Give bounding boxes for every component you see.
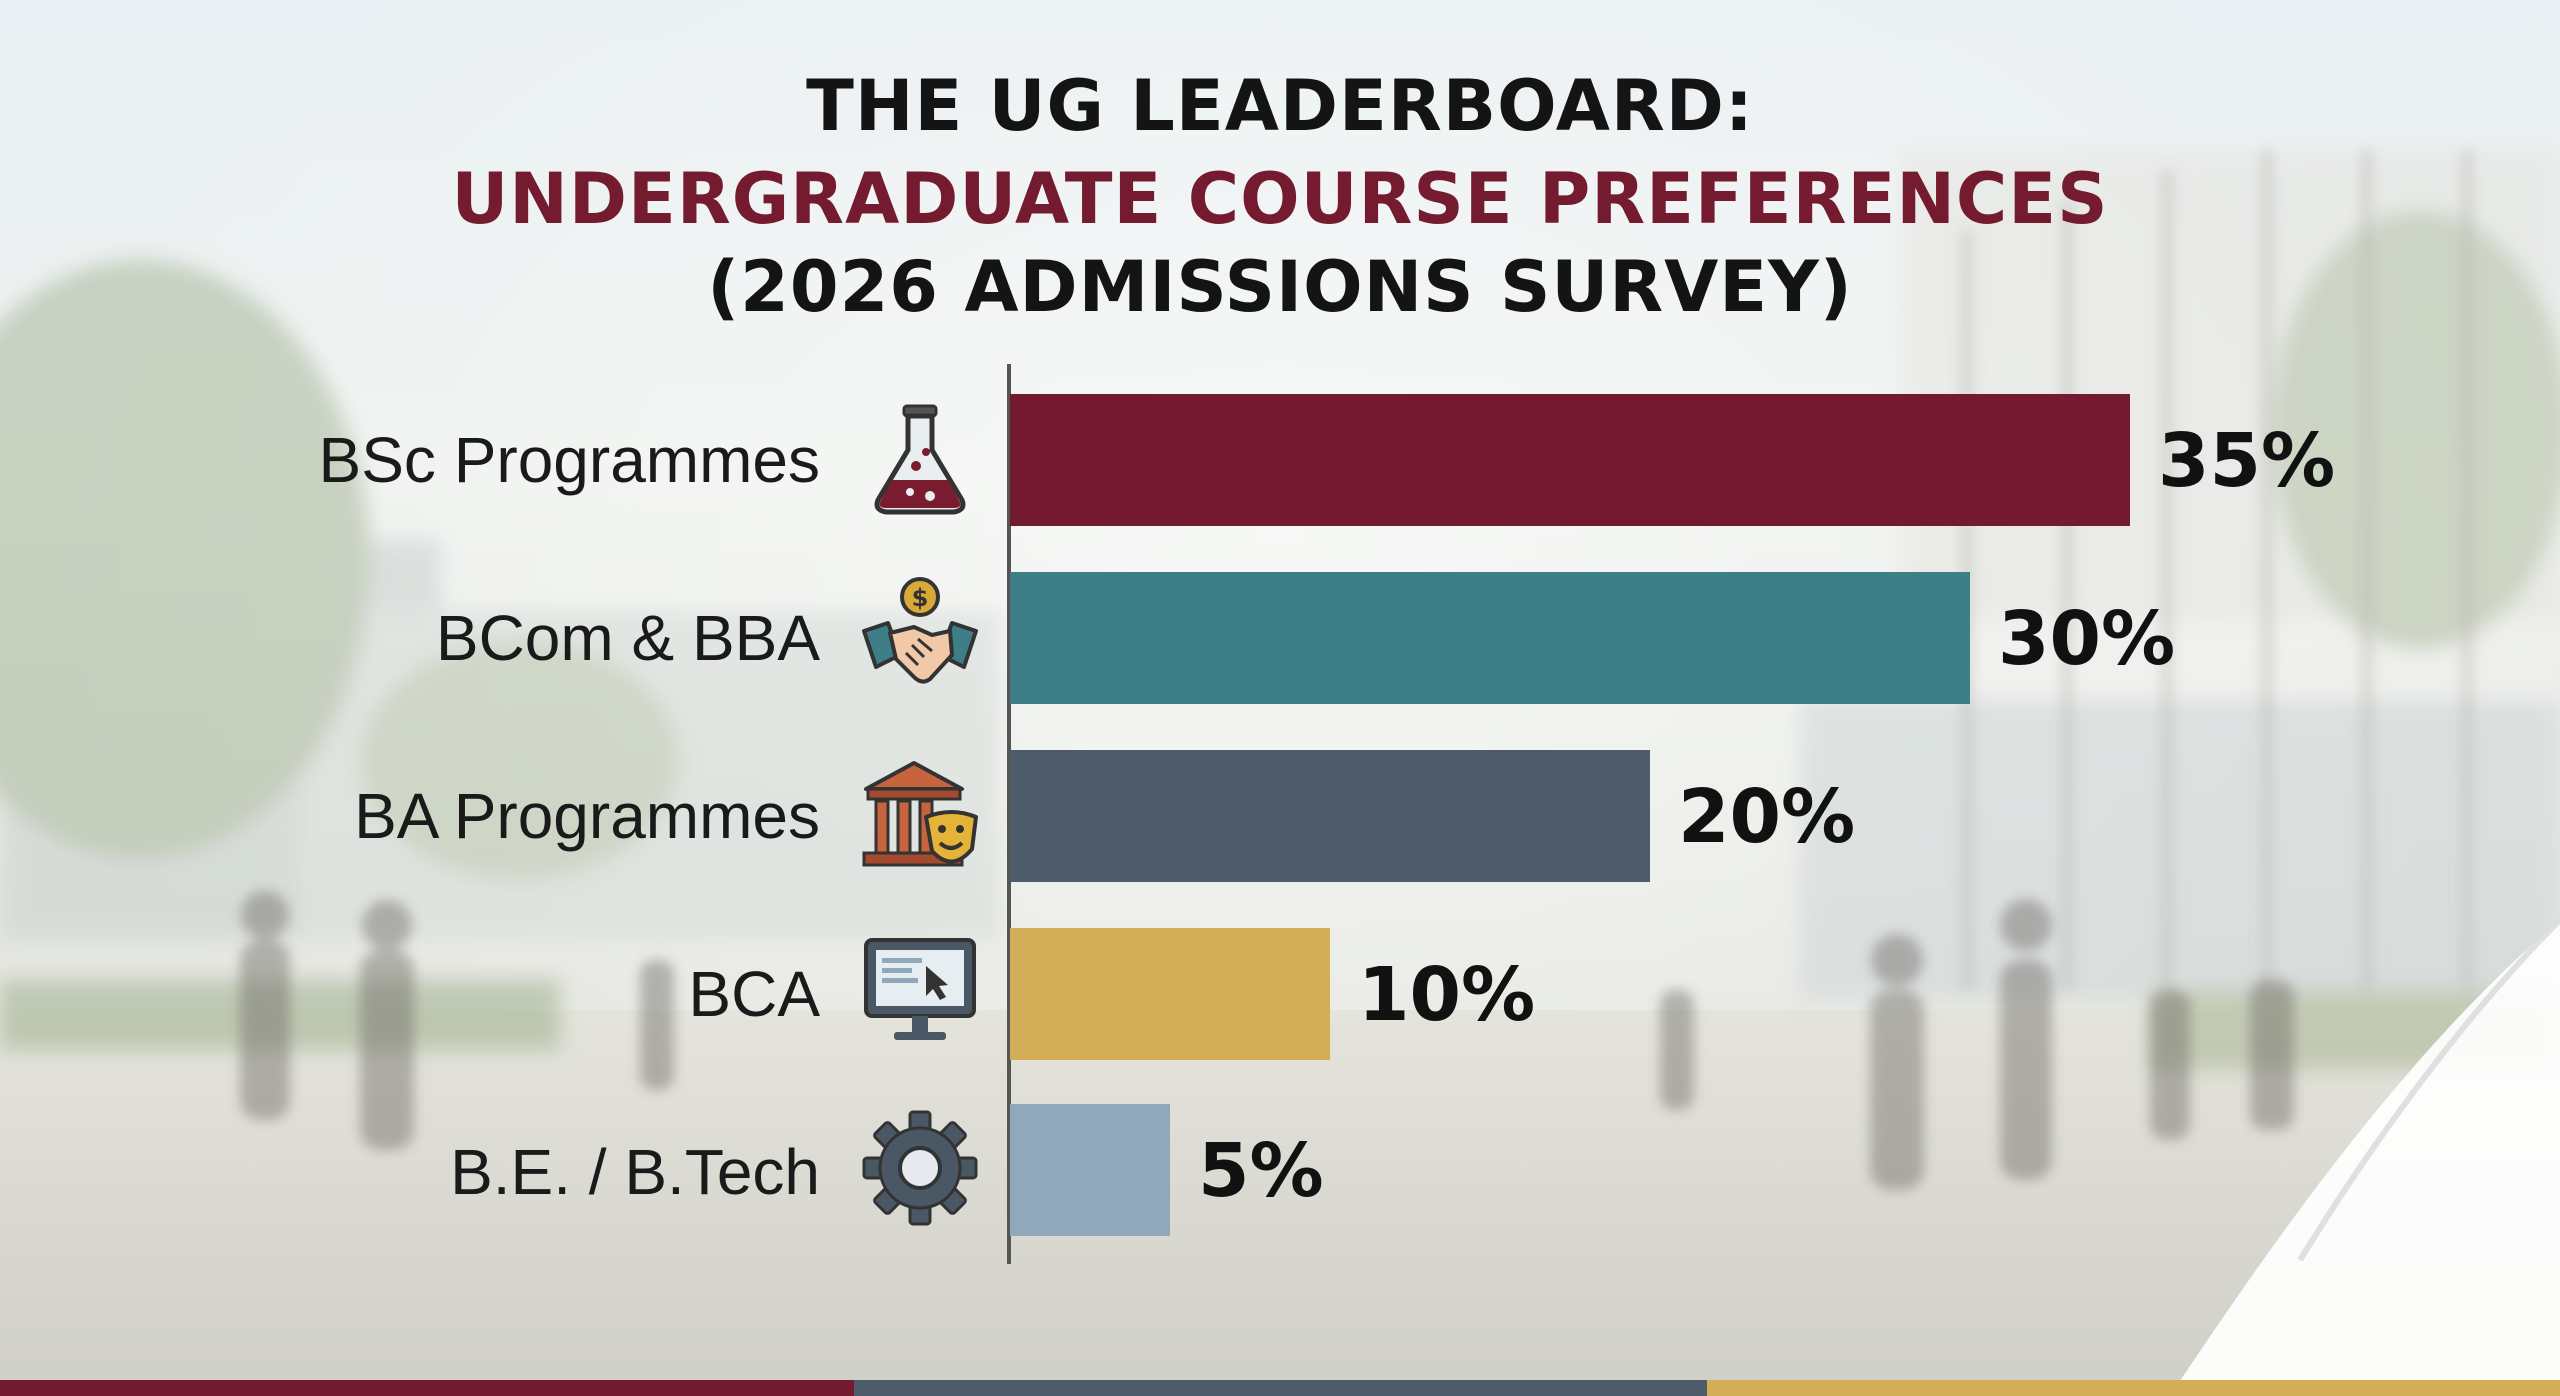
flask-icon bbox=[874, 404, 966, 515]
y-axis-line bbox=[1007, 364, 1011, 1264]
theatre-icon bbox=[862, 761, 978, 867]
svg-text:$: $ bbox=[912, 584, 929, 612]
strip-segment-gold bbox=[1707, 1380, 2560, 1396]
category-label-bca: BCA bbox=[688, 958, 820, 1030]
chart-subtitle: UNDERGRADUATE COURSE PREFERENCES bbox=[451, 158, 2109, 240]
bar-bsc bbox=[1010, 394, 2130, 526]
bottom-color-strip bbox=[0, 1380, 2560, 1396]
value-label-bsc: 35% bbox=[2158, 418, 2336, 504]
computer-icon bbox=[864, 938, 976, 1040]
chart-subtitle-survey: (2026 ADMISSIONS SURVEY) bbox=[707, 246, 1853, 328]
value-label-ba: 20% bbox=[1678, 774, 1856, 860]
bar-btech bbox=[1010, 1104, 1170, 1236]
handshake-icon: $ bbox=[862, 577, 978, 684]
value-label-bcom-bba: 30% bbox=[1998, 596, 2176, 682]
category-label-ba: BA Programmes bbox=[354, 780, 820, 852]
value-label-btech: 5% bbox=[1198, 1128, 1324, 1214]
gear-icon bbox=[862, 1110, 978, 1226]
bar-bca bbox=[1010, 928, 1330, 1060]
category-label-btech: B.E. / B.Tech bbox=[450, 1136, 820, 1208]
category-label-bsc: BSc Programmes bbox=[318, 424, 820, 496]
value-label-bca: 10% bbox=[1358, 952, 1536, 1038]
strip-segment-maroon bbox=[0, 1380, 854, 1396]
category-label-bcom-bba: BCom & BBA bbox=[435, 602, 820, 674]
bar-ba bbox=[1010, 750, 1650, 882]
bar-bcom-bba bbox=[1010, 572, 1970, 704]
chart-title: THE UG LEADERBOARD: bbox=[806, 65, 1754, 147]
strip-segment-slate bbox=[854, 1380, 1707, 1396]
